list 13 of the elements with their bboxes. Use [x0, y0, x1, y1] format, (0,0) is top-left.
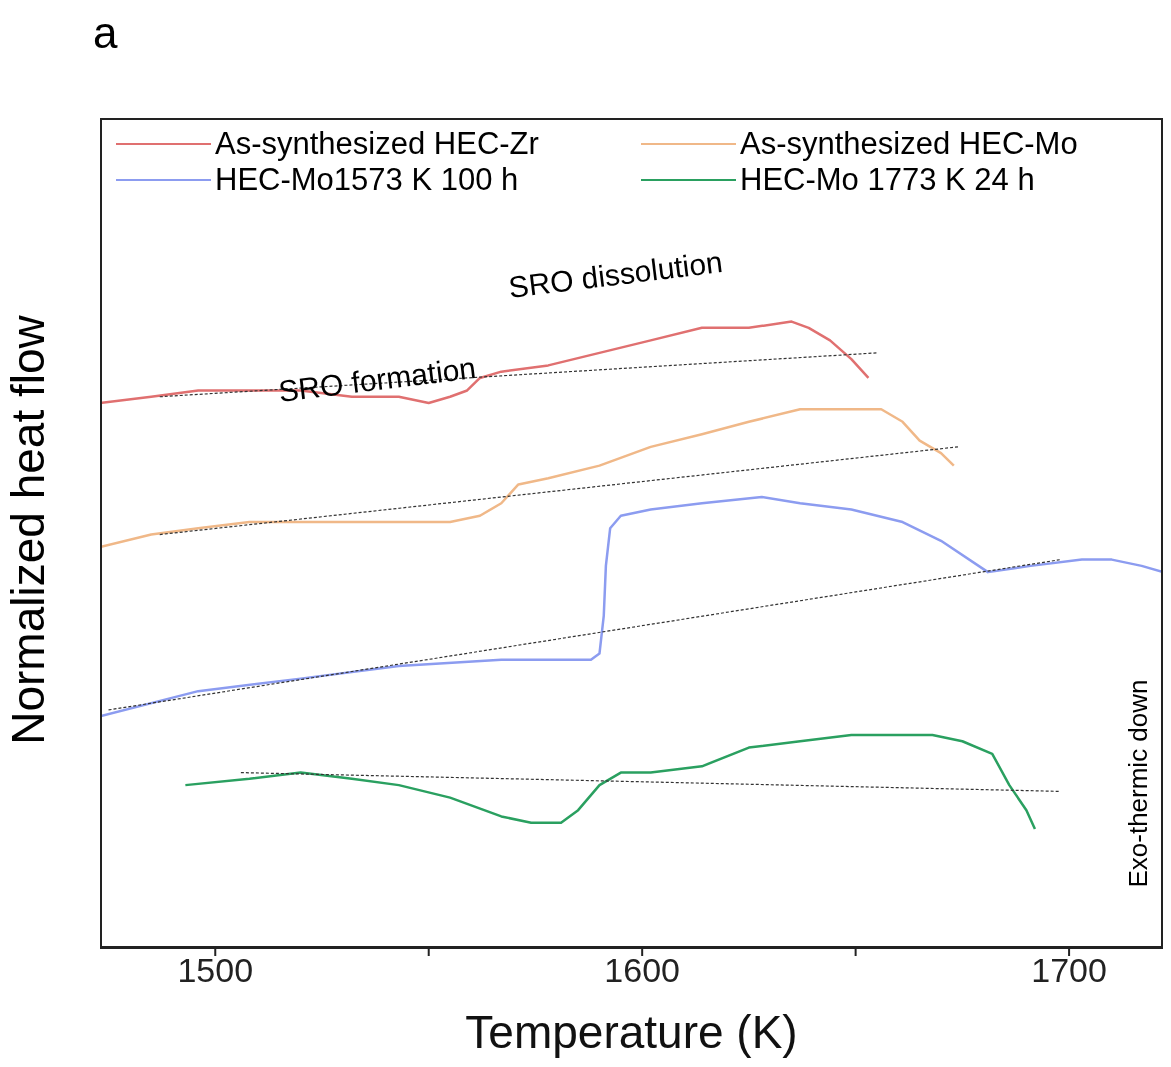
annotation: Exo-thermic down	[1122, 678, 1154, 890]
annotation: SRO formation	[276, 351, 478, 409]
y-axis-title: Normalized heat flow	[1, 314, 55, 747]
x-tick-label: 1500	[177, 951, 254, 990]
x-axis-title: Temperature (K)	[465, 1006, 798, 1058]
legend-label: As-synthesized HEC-Mo	[740, 126, 1078, 162]
text: SRO dissolution	[506, 245, 725, 305]
legend-label: As-synthesized HEC-Zr	[215, 126, 539, 162]
chart-title: a	[93, 8, 118, 58]
legend-label: HEC-Mo1573 K 100 h	[215, 162, 519, 198]
x-tick-label: 1700	[1031, 951, 1107, 990]
x-tick-label: 1600	[604, 951, 680, 990]
legend-label: HEC-Mo 1773 K 24 h	[740, 162, 1035, 198]
